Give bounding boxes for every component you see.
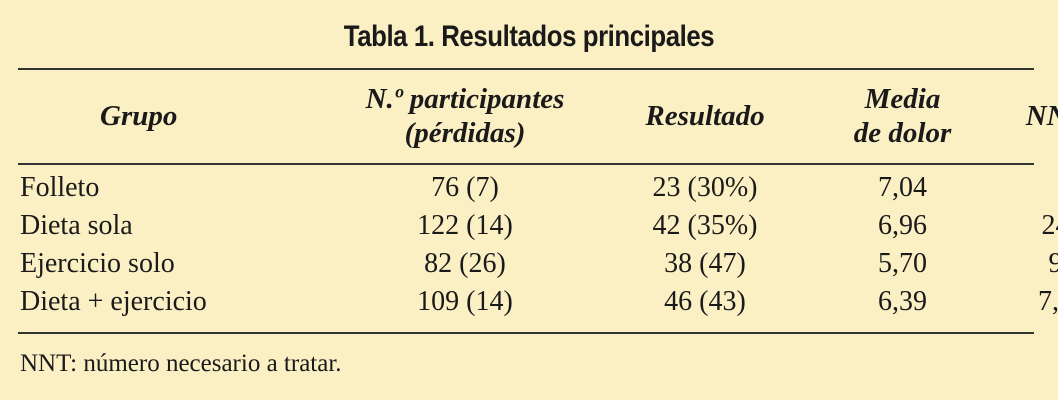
table-row: Dieta + ejercicio 109 (14) 46 (43) 6,39 …: [18, 283, 1058, 321]
table-row: Ejercicio solo 82 (26) 38 (47) 5,70 9: [18, 245, 1058, 283]
header-participantes: N.º participantes (pérdidas): [330, 69, 600, 163]
header-row: Grupo N.º participantes (pérdidas) Resul…: [18, 69, 1058, 163]
table-title: Tabla 1. Resultados principales: [343, 20, 715, 53]
cell-participantes: 109 (14): [417, 286, 513, 317]
cell-media: 6,39: [878, 286, 927, 317]
cell-nnt: 9: [1048, 248, 1058, 279]
cell-grupo: Folleto: [20, 172, 100, 203]
cell-nnt: 7,6: [1038, 286, 1058, 317]
cell-grupo: Ejercicio solo: [20, 248, 175, 279]
cell-participantes: 82 (26): [424, 248, 506, 279]
bottom-rule: [18, 332, 1034, 334]
header-nnt: NNT: [1025, 100, 1058, 132]
header-resultado: Resultado: [645, 100, 765, 132]
cell-resultado: 42 (35%): [652, 210, 758, 241]
cell-media: 7,04: [878, 172, 927, 203]
header-participantes-line1: N.º participantes: [365, 83, 565, 115]
cell-participantes: 122 (14): [417, 210, 513, 241]
cell-nnt: 24: [1041, 210, 1058, 241]
table-row: Folleto 76 (7) 23 (30%) 7,04: [18, 163, 1058, 207]
results-table: Grupo N.º participantes (pérdidas) Resul…: [18, 69, 1058, 321]
top-rule: [18, 68, 1034, 70]
cell-nnt: [995, 163, 1058, 207]
cell-resultado: 38 (47): [664, 248, 746, 279]
header-grupo: Grupo: [100, 100, 178, 132]
table-footnote: NNT: número necesario a tratar.: [20, 350, 342, 377]
cell-grupo: Dieta sola: [20, 210, 133, 241]
header-media-line2: de dolor: [853, 117, 952, 149]
header-media-line1: Media: [864, 83, 941, 115]
cell-grupo: Dieta + ejercicio: [20, 286, 207, 317]
header-participantes-line2: (pérdidas): [404, 117, 526, 149]
cell-media: 5,70: [878, 248, 927, 279]
cell-participantes: 76 (7): [431, 172, 499, 203]
cell-media: 6,96: [878, 210, 927, 241]
table-row: Dieta sola 122 (14) 42 (35%) 6,96 24: [18, 207, 1058, 245]
cell-resultado: 23 (30%): [652, 172, 758, 203]
cell-resultado: 46 (43): [664, 286, 746, 317]
header-rule: [18, 163, 1034, 165]
header-media: Media de dolor: [810, 69, 995, 163]
